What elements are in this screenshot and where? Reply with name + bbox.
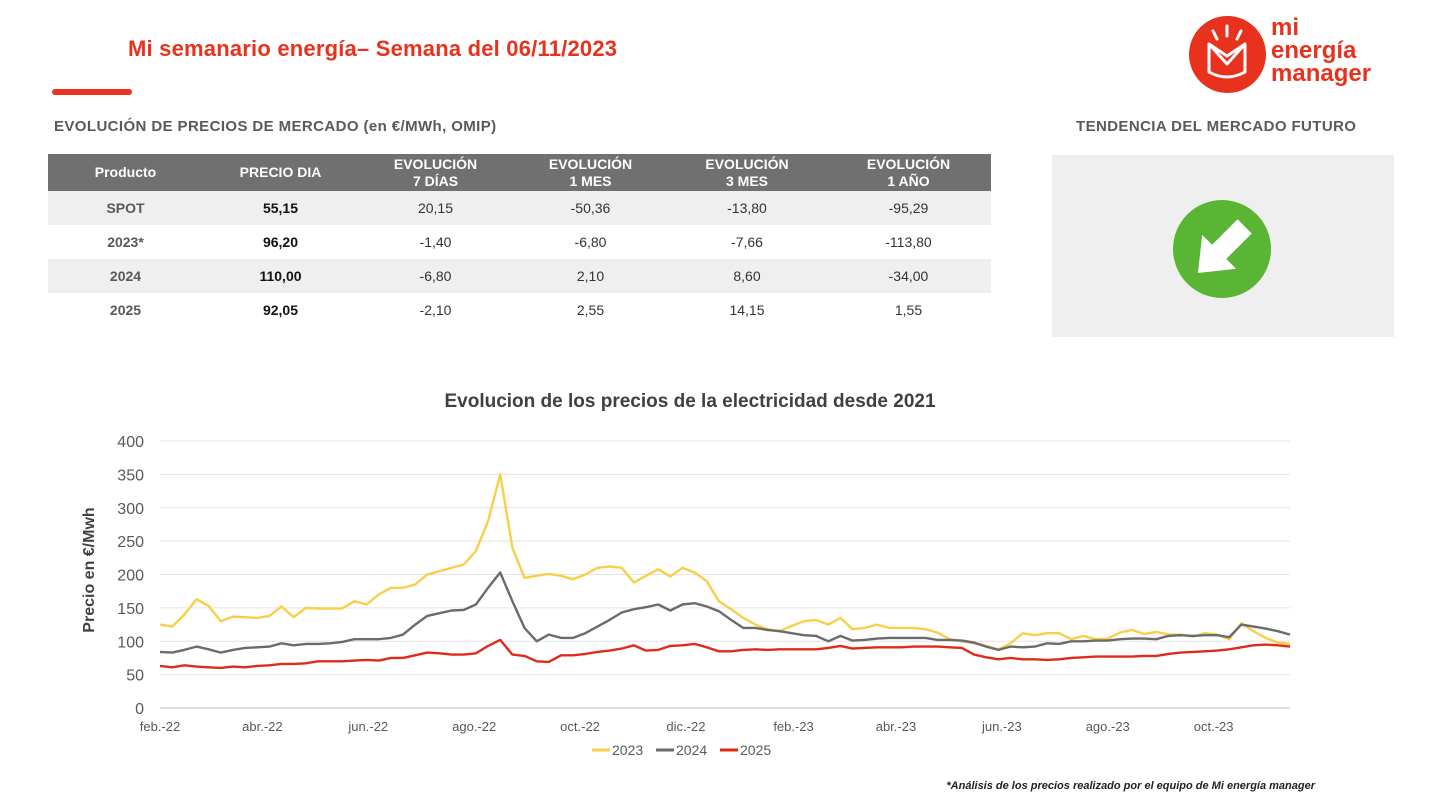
legend-label: 2025 xyxy=(740,742,771,758)
x-tick-label: feb.-22 xyxy=(140,719,180,734)
column-header: EVOLUCIÓN 7 DÍAS xyxy=(358,154,513,191)
logo-line-1: mi xyxy=(1271,14,1300,41)
product-cell: 2025 xyxy=(109,302,142,318)
legend-label: 2023 xyxy=(612,742,643,758)
y-tick-label: 150 xyxy=(117,601,144,618)
x-tick-label: feb.-23 xyxy=(773,719,813,734)
y-tick-label: 100 xyxy=(117,634,144,651)
x-tick-label: ago.-23 xyxy=(1086,719,1130,734)
evolution-cell: -6,80 xyxy=(574,234,607,250)
y-tick-label: 250 xyxy=(117,534,144,551)
brand-logo: mi energía manager xyxy=(1189,14,1409,96)
title-underline xyxy=(52,89,132,95)
x-tick-label: jun.-23 xyxy=(981,719,1022,734)
evolution-cell: 14,15 xyxy=(729,302,765,318)
y-axis-label: Precio en €/Mwh xyxy=(81,507,98,632)
evolution-cell: -1,40 xyxy=(419,234,452,250)
table-row: 2024 110,00 -6,80 2,10 8,60 -34,00 xyxy=(48,259,991,293)
product-cell: SPOT xyxy=(48,191,203,225)
evolution-cell: -113,80 xyxy=(885,234,932,250)
product-cell: 2024 xyxy=(48,259,203,293)
series-line-2025 xyxy=(159,638,1291,670)
y-tick-label: 400 xyxy=(117,434,144,451)
chart-title: Evolucion de los precios de la electrici… xyxy=(444,391,935,412)
x-tick-label: oct.-22 xyxy=(560,719,600,734)
column-header: EVOLUCIÓN 1 MES xyxy=(513,154,668,191)
x-tick-label: oct.-23 xyxy=(1194,719,1234,734)
y-tick-label: 300 xyxy=(117,501,144,518)
footnote: *Análisis de los precios realizado por e… xyxy=(946,780,1315,792)
y-tick-label: 0 xyxy=(135,701,144,718)
table-row: 2025 92,05 -2,10 2,55 14,15 1,55 xyxy=(48,293,991,327)
evolution-cell: 1,55 xyxy=(894,302,923,318)
table-header-row: Producto PRECIO DIA EVOLUCIÓN 7 DÍAS EVOL… xyxy=(48,154,991,191)
column-header: EVOLUCIÓN 3 MES xyxy=(668,154,826,191)
column-header: Producto xyxy=(48,154,203,191)
series-line-2023 xyxy=(159,473,1291,651)
market-table-heading: EVOLUCIÓN DE PRECIOS DE MERCADO (en €/MW… xyxy=(54,118,497,135)
x-tick-label: abr.-22 xyxy=(242,719,282,734)
y-tick-label: 50 xyxy=(126,668,144,685)
evolution-cell: 20,15 xyxy=(358,191,513,225)
evolution-cell: -2,10 xyxy=(419,302,452,318)
page-title: Mi semanario energía– Semana del 06/11/2… xyxy=(128,36,618,61)
series-line-2024 xyxy=(159,571,1291,654)
price-evolution-chart: Evolucion de los precios de la electrici… xyxy=(81,391,1291,758)
evolution-cell: -50,36 xyxy=(513,191,668,225)
day-price-cell: 92,05 xyxy=(262,302,299,318)
x-tick-label: dic.-22 xyxy=(666,719,705,734)
trend-panel xyxy=(1052,155,1394,337)
day-price-cell: 55,15 xyxy=(203,191,358,225)
logo-emblem-icon xyxy=(1189,16,1266,93)
x-tick-label: ago.-22 xyxy=(452,719,496,734)
evolution-cell: -13,80 xyxy=(668,191,826,225)
logo-wordmark: mi energía manager xyxy=(1271,14,1372,87)
day-price-cell: 110,00 xyxy=(203,259,358,293)
down-right-arrow-icon xyxy=(1172,199,1272,299)
evolution-cell: -95,29 xyxy=(826,191,991,225)
y-tick-label: 350 xyxy=(117,467,144,484)
logo-line-3: manager xyxy=(1271,60,1372,87)
legend-label: 2024 xyxy=(676,742,707,758)
day-price-cell: 96,20 xyxy=(262,234,299,250)
x-tick-label: abr.-23 xyxy=(876,719,916,734)
column-header: PRECIO DIA xyxy=(203,154,358,191)
evolution-cell: -34,00 xyxy=(826,259,991,293)
trend-heading: TENDENCIA DEL MERCADO FUTURO xyxy=(1076,118,1357,135)
product-cell: 2023* xyxy=(107,234,144,250)
y-tick-label: 200 xyxy=(117,568,144,585)
x-tick-label: jun.-22 xyxy=(347,719,388,734)
evolution-cell: -6,80 xyxy=(358,259,513,293)
logo-line-2: energía xyxy=(1271,37,1357,64)
table-row: 2023* 96,20 -1,40 -6,80 -7,66 -113,80 xyxy=(48,225,991,259)
market-prices-table: Producto PRECIO DIA EVOLUCIÓN 7 DÍAS EVOL… xyxy=(48,154,991,327)
evolution-cell: 2,10 xyxy=(513,259,668,293)
evolution-cell: -7,66 xyxy=(731,234,763,250)
column-header: EVOLUCIÓN 1 AÑO xyxy=(826,154,991,191)
evolution-cell: 2,55 xyxy=(576,302,605,318)
table-row: SPOT 55,15 20,15 -50,36 -13,80 -95,29 xyxy=(48,191,991,225)
evolution-cell: 8,60 xyxy=(668,259,826,293)
